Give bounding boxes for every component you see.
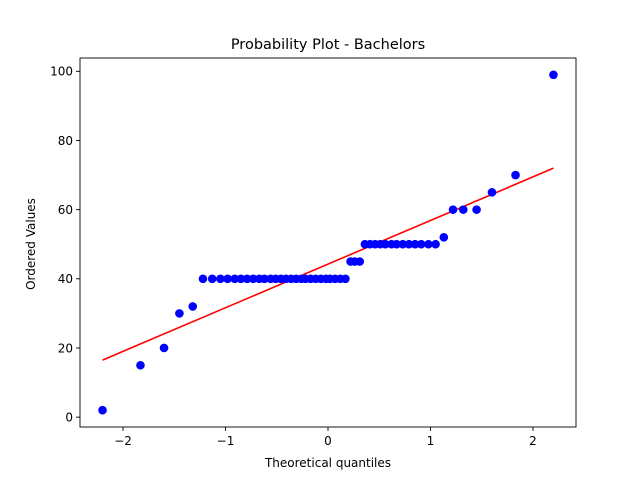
data-point — [260, 274, 269, 284]
data-point — [549, 70, 558, 80]
data-point — [458, 205, 468, 214]
data-point — [216, 274, 225, 284]
x-axis-label: Theoretical quantiles — [264, 456, 391, 470]
data-point — [207, 274, 217, 284]
fit-line — [102, 167, 554, 361]
data-point — [398, 239, 408, 249]
data-point — [236, 274, 246, 284]
data-point — [410, 239, 420, 249]
data-point — [511, 170, 520, 180]
data-point — [198, 274, 208, 284]
data-point — [159, 343, 169, 353]
y-tick-label: 80 — [58, 134, 73, 148]
y-tick-label: 100 — [50, 65, 73, 79]
data-point — [431, 239, 440, 249]
data-point — [248, 274, 258, 284]
data-point — [439, 233, 449, 242]
y-tick-label: 40 — [58, 272, 73, 286]
data-point — [392, 239, 401, 249]
data-point — [487, 188, 497, 197]
y-axis-label: Ordered Values — [24, 198, 38, 290]
data-point — [242, 274, 252, 284]
x-tick-label: −1 — [217, 434, 235, 448]
y-tick-label: 20 — [58, 341, 73, 355]
data-point — [175, 309, 184, 318]
x-tick-label: 1 — [427, 434, 435, 448]
chart-title: Probability Plot - Bachelors — [231, 37, 425, 53]
data-point — [472, 205, 481, 214]
y-tick-label: 0 — [65, 410, 73, 424]
data-point — [355, 257, 365, 266]
y-tick-label: 60 — [58, 203, 73, 217]
x-tick-label: −2 — [114, 434, 132, 448]
data-point — [98, 405, 107, 415]
plot-frame — [79, 57, 577, 428]
data-point — [188, 302, 198, 311]
data-point — [381, 239, 390, 249]
data-point — [136, 360, 145, 370]
x-tick-label: 0 — [324, 434, 332, 448]
x-tick-label: 2 — [529, 434, 537, 448]
data-point — [424, 239, 433, 249]
data-point — [223, 274, 232, 284]
data-point — [404, 239, 414, 249]
data-point — [230, 274, 240, 284]
data-point — [341, 274, 350, 284]
data-point — [416, 239, 426, 249]
data-point — [448, 205, 458, 214]
